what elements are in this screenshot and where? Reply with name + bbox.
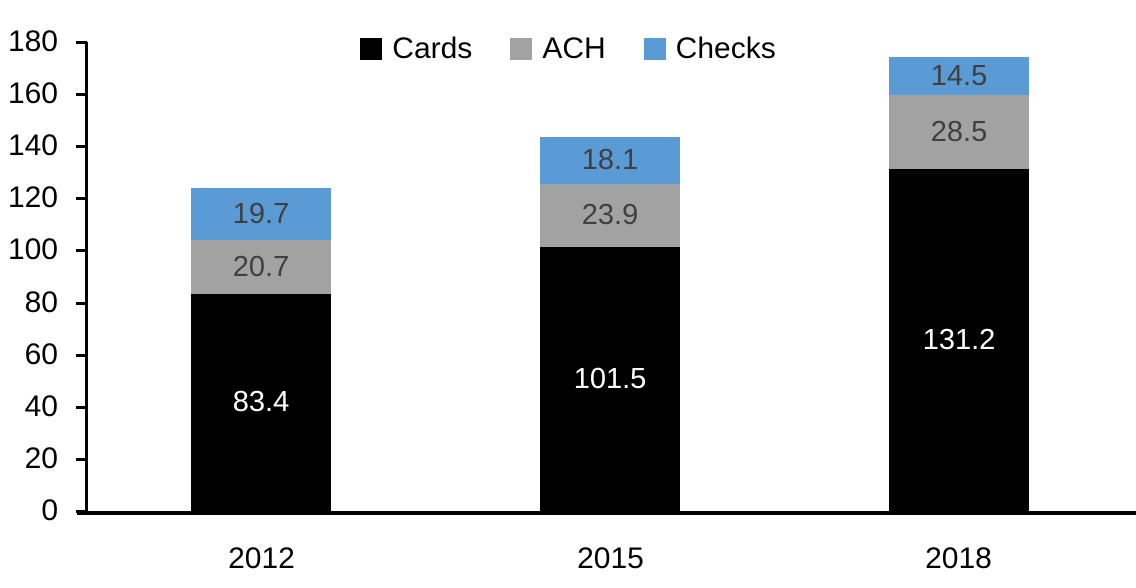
bar-value-label: 19.7 (232, 197, 290, 230)
legend-label: Checks (675, 32, 776, 65)
y-tick-label: 0 (41, 494, 58, 527)
y-tick-label: 40 (24, 390, 58, 423)
y-tick-mark (76, 145, 87, 148)
bar-value-label: 14.5 (930, 59, 988, 92)
y-axis-line (85, 42, 88, 513)
bar-segment-cards-2012: 83.4 (191, 294, 331, 511)
y-tick-label: 140 (7, 129, 58, 162)
y-tick-label: 180 (7, 25, 58, 58)
bar-value-label: 83.4 (232, 386, 290, 418)
y-tick-mark (76, 41, 87, 44)
y-tick-mark (76, 354, 87, 357)
bar-segment-ach-2015: 23.9 (540, 184, 680, 247)
x-category-label: 2012 (228, 542, 295, 575)
y-tick-mark (76, 458, 87, 461)
bar-segment-cards-2015: 101.5 (540, 247, 680, 511)
x-category-label: 2015 (577, 542, 644, 575)
legend-swatch-cards-icon (360, 38, 383, 60)
bar-value-label: 28.5 (930, 115, 988, 148)
y-tick-label: 100 (7, 233, 58, 266)
y-tick-mark (76, 302, 87, 305)
legend: Cards ACH Checks (0, 34, 1136, 64)
x-category-label: 2018 (925, 542, 992, 575)
y-tick-label: 120 (7, 181, 58, 214)
y-tick-mark (76, 197, 87, 200)
bar-value-label: 18.1 (581, 144, 639, 176)
y-tick-mark (76, 249, 87, 252)
legend-swatch-checks-icon (643, 38, 666, 60)
legend-label: ACH (542, 32, 606, 65)
y-tick-label: 80 (24, 286, 58, 319)
legend-item-checks: Checks (643, 32, 776, 65)
bar-segment-checks-2015: 18.1 (540, 137, 680, 184)
legend-item-ach: ACH (510, 32, 606, 65)
y-tick-mark (76, 406, 87, 409)
bar-segment-ach-2012: 20.7 (191, 240, 331, 294)
y-tick-mark (76, 510, 87, 513)
bar-segment-checks-2012: 19.7 (191, 188, 331, 240)
y-tick-label: 20 (24, 442, 58, 475)
bar-segment-ach-2018: 28.5 (889, 95, 1029, 169)
legend-label: Cards (392, 32, 473, 65)
y-tick-label: 60 (24, 338, 58, 371)
bar-value-label: 101.5 (573, 362, 647, 395)
y-tick-mark (76, 93, 87, 96)
legend-swatch-ach-icon (510, 38, 533, 60)
y-tick-label: 160 (7, 77, 58, 110)
bar-value-label: 131.2 (922, 323, 996, 356)
legend-item-cards: Cards (360, 34, 472, 64)
bar-segment-checks-2018: 14.5 (889, 57, 1029, 95)
bar-value-label: 20.7 (232, 250, 290, 283)
bar-value-label: 23.9 (581, 199, 639, 231)
bar-segment-cards-2018: 131.2 (889, 169, 1029, 511)
x-axis-line (77, 511, 1136, 515)
